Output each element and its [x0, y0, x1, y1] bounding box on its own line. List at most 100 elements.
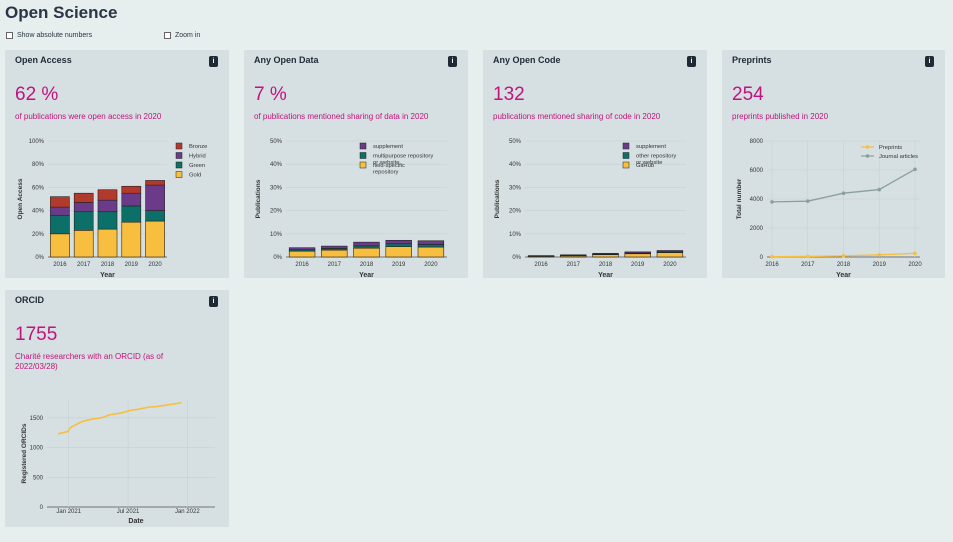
card-title: Any Open Code [493, 55, 561, 65]
bar-segment [121, 221, 142, 258]
info-icon[interactable]: i [209, 296, 218, 307]
open-data-chart: 0% 10% 20% 30% 40% 50% Year Publications 2016 201… [255, 139, 447, 278]
x-tick-label: 2019 [392, 262, 406, 268]
x-tick-label: 2019 [125, 262, 139, 268]
data-point [841, 191, 846, 195]
y-tick-label: 100% [29, 139, 45, 145]
legend-swatch [622, 161, 630, 169]
card-value: 254 [732, 84, 764, 105]
bar-segment [592, 252, 619, 255]
y-tick-label: 0% [273, 255, 282, 261]
zoom-in-checkbox[interactable] [164, 32, 171, 39]
y-tick-label: 0 [40, 505, 44, 511]
card-open-code: Any Open Code i 132 publications mention… [483, 50, 707, 278]
y-tick-label: 0% [512, 255, 521, 261]
y-axis-label: Registered ORCIDs [21, 423, 28, 483]
x-tick-label: 2019 [873, 262, 887, 268]
y-tick-label: 30% [509, 185, 522, 191]
info-icon[interactable]: i [209, 56, 218, 67]
bar-segment [73, 192, 94, 203]
show-absolute-checkbox[interactable] [6, 32, 13, 39]
bar-segment [624, 251, 651, 254]
card-value: 132 [493, 84, 525, 105]
bar-segment [121, 205, 142, 223]
legend-label: Bronze [189, 144, 207, 150]
series-line [57, 401, 182, 435]
x-axis-label: Date [128, 518, 143, 525]
bar-segment [656, 250, 684, 253]
bar-segment [656, 252, 684, 258]
x-tick-label: 2020 [424, 262, 438, 268]
x-tick-label: 2017 [567, 262, 581, 268]
x-tick-label: 2018 [101, 262, 115, 268]
card-orcid: ORCID i 1755 Charité researchers with an… [5, 290, 229, 527]
bar-segment [50, 206, 70, 216]
legend-swatch [175, 152, 183, 159]
legend-marker [865, 145, 870, 149]
bar-segment [592, 254, 619, 258]
show-absolute-toggle[interactable]: Show absolute numbers [6, 32, 92, 39]
y-tick-label: 30% [270, 185, 283, 191]
bar-segment [417, 246, 445, 258]
card-subtitle: publications mentioned sharing of code i… [493, 112, 661, 121]
y-tick-label: 8000 [750, 139, 764, 145]
y-tick-label: 40% [270, 162, 283, 168]
y-tick-label: 40% [509, 162, 522, 168]
card-subtitle: preprints published in 2020 [732, 112, 829, 121]
x-tick-label: 2016 [765, 262, 779, 268]
x-tick-label: 2018 [837, 262, 851, 268]
legend-label: GitHub [636, 163, 654, 169]
x-tick-label: 2020 [663, 262, 677, 268]
bar-segment [560, 254, 587, 256]
card-title: Open Access [15, 55, 72, 65]
legend-label: multipurpose repository or website [373, 154, 433, 167]
orcid-chart: 0 500 1000 1500 Jan 2021 Jul 2021 Jan 2022 Date… [21, 400, 215, 525]
bar-segment [624, 253, 651, 258]
legend-label: supplement [636, 144, 666, 150]
x-tick-label: 2016 [53, 262, 67, 268]
bar-segment [353, 247, 380, 258]
bar-segment [50, 196, 70, 208]
legend-swatch [175, 161, 183, 169]
bar-segment [73, 211, 94, 231]
data-point [877, 187, 882, 192]
x-tick-label: 2017 [77, 262, 91, 268]
legend-label: other repository or website [636, 154, 676, 167]
bar-segment [73, 230, 94, 258]
data-point [913, 167, 917, 172]
bar-segment [417, 244, 445, 248]
bar-segment [321, 249, 348, 258]
bar-segment [385, 246, 412, 258]
bar-segment [385, 239, 412, 245]
bar-segment [121, 185, 142, 194]
x-tick-label: 2019 [631, 262, 645, 268]
card-subtitle: of publications were open access in 2020 [15, 112, 162, 121]
card-title: ORCID [15, 295, 44, 305]
legend-swatch [175, 142, 183, 150]
y-tick-label: 10% [270, 232, 283, 238]
legend-label: Journal articles [879, 154, 918, 160]
x-tick-label: 2016 [295, 262, 309, 268]
open-code-chart: 0% 10% 20% 30% 40% 50% Year Publications 2016 201… [494, 139, 686, 278]
x-axis-label: Year [359, 272, 374, 278]
x-tick-label: 2016 [534, 262, 548, 268]
info-icon[interactable]: i [687, 56, 696, 67]
data-point [913, 251, 917, 256]
zoom-in-toggle[interactable]: Zoom in [164, 32, 200, 39]
legend-swatch [359, 142, 367, 150]
x-tick-label: 2018 [360, 262, 374, 268]
y-tick-label: 0 [760, 255, 764, 261]
bar-segment [97, 189, 118, 201]
y-tick-label: 50% [509, 139, 522, 145]
y-tick-label: 60% [32, 185, 45, 191]
bar-segment [288, 250, 316, 258]
card-title: Any Open Data [254, 55, 319, 65]
card-preprints: Preprints i 254 preprints published in 2… [722, 50, 945, 278]
bar-segment [145, 210, 165, 222]
info-icon[interactable]: i [448, 56, 457, 67]
x-axis-label: Year [598, 272, 613, 278]
data-point [841, 254, 846, 258]
open-access-chart: 0% 20% 40% 60% 80% 100% Year Open Access 2016 201… [17, 139, 207, 278]
info-icon[interactable]: i [925, 56, 934, 67]
y-tick-label: 4000 [750, 197, 764, 203]
